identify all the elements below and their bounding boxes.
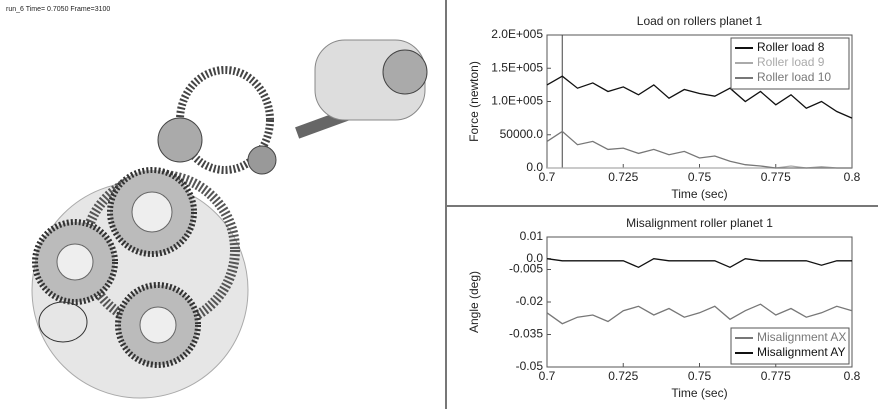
- legend-label: Roller load 8: [757, 40, 825, 54]
- series-line: [546, 303, 853, 325]
- bearing: [139, 306, 177, 344]
- x-tick-label: 0.8: [844, 369, 861, 383]
- legend-label: Misalignment AY: [757, 345, 845, 359]
- x-axis-label: Time (sec): [671, 187, 727, 201]
- y-tick-label: 0.01: [520, 229, 544, 243]
- bearing: [382, 49, 428, 95]
- x-tick-label: 0.75: [688, 369, 712, 383]
- bearing: [56, 243, 94, 281]
- x-tick-label: 0.775: [761, 170, 791, 184]
- x-tick-label: 0.75: [688, 170, 712, 184]
- x-tick-label: 0.725: [608, 369, 638, 383]
- y-tick-label: 2.0E+005: [491, 27, 543, 41]
- x-tick-label: 0.7: [539, 369, 556, 383]
- y-axis-label: Force (newton): [467, 61, 481, 142]
- x-axis-label: Time (sec): [671, 386, 727, 400]
- bearing: [247, 145, 277, 175]
- series-line: [547, 165, 852, 169]
- y-axis-label: Angle (deg): [467, 271, 481, 333]
- legend-label: Roller load 9: [757, 55, 825, 69]
- x-tick-label: 0.7: [539, 170, 556, 184]
- series-line: [546, 258, 852, 269]
- series-line: [546, 130, 852, 169]
- legend-label: Misalignment AX: [757, 330, 846, 344]
- y-tick-label: -0.035: [509, 327, 543, 341]
- y-tick-label: 1.0E+005: [491, 94, 543, 108]
- y-tick-label: -0.005: [509, 262, 543, 276]
- chart-title: Misalignment roller planet 1: [626, 216, 773, 230]
- y-tick-label: 1.5E+005: [491, 60, 543, 74]
- y-tick-label: 0.0: [526, 251, 543, 265]
- y-tick-label: 50000.0: [500, 127, 544, 141]
- chart-title: Load on rollers planet 1: [637, 14, 763, 28]
- wire-cylinder: [38, 301, 88, 343]
- bearing: [157, 117, 203, 163]
- x-tick-label: 0.725: [608, 170, 638, 184]
- render-view: run_6 Time= 0.7050 Frame=3100: [6, 6, 428, 399]
- x-tick-label: 0.775: [761, 369, 791, 383]
- y-tick-label: -0.05: [516, 359, 544, 373]
- x-tick-label: 0.8: [844, 170, 861, 184]
- y-tick-label: 0.0: [526, 160, 543, 174]
- bearing: [131, 191, 173, 233]
- legend-label: Roller load 10: [757, 70, 831, 84]
- y-tick-label: -0.02: [516, 294, 544, 308]
- status-text: run_6 Time= 0.7050 Frame=3100: [6, 6, 110, 13]
- legend-box: [730, 327, 850, 365]
- series-line: [546, 75, 853, 119]
